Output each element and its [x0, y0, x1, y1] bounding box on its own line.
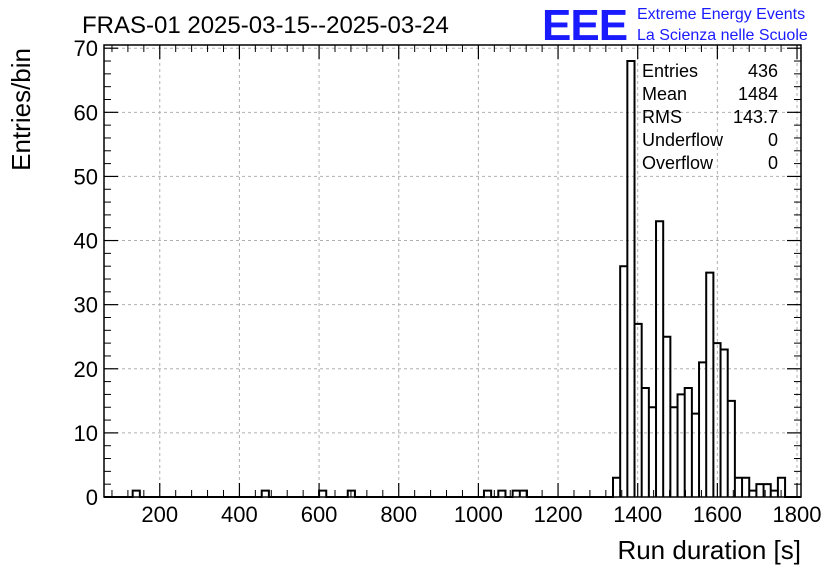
histogram-bar [699, 362, 706, 497]
tick-labels: 200 400 600 800 1000 1200 1400 1600 180001020304… [74, 36, 822, 527]
stats-value: 143.7 [733, 107, 778, 127]
stats-label: Overflow [642, 153, 714, 173]
histogram-bar [706, 273, 713, 497]
histogram-bar [735, 478, 742, 497]
histogram-bar [649, 407, 656, 497]
grid-lines [104, 45, 801, 497]
histogram-bar [678, 394, 685, 497]
y-tick-label: 70 [74, 36, 98, 61]
eee-logo: EEE Extreme Energy Events La Scienza nel… [542, 1, 808, 50]
stats-value: 0 [768, 130, 778, 150]
histogram-bar [656, 221, 663, 497]
chart-title: FRAS-01 2025-03-15--2025-03-24 [82, 12, 449, 39]
x-tick-label: 1400 [613, 502, 662, 527]
eee-logo-mark: EEE [542, 1, 627, 50]
logo-line1: Extreme Energy Events [637, 6, 805, 23]
x-tick-label: 1000 [454, 502, 503, 527]
stats-label: RMS [642, 107, 682, 127]
histogram-outline [104, 61, 801, 497]
stats-value: 1484 [738, 84, 778, 104]
x-axis-label: Run duration [s] [617, 535, 801, 565]
histogram-bar [670, 407, 677, 497]
stats-box: Entries 436 Mean 1484 RMS 143.7 Underflow 0 Over… [642, 61, 778, 173]
histogram-bars [104, 61, 801, 497]
histogram-bar [685, 388, 692, 497]
stats-label: Entries [642, 61, 698, 81]
histogram-bar [692, 414, 699, 497]
histogram-bar [756, 484, 763, 497]
stats-label: Underflow [642, 130, 724, 150]
histogram-bar [613, 478, 620, 497]
y-tick-label: 0 [86, 485, 98, 510]
stats-value: 436 [748, 61, 778, 81]
y-tick-label: 50 [74, 164, 98, 189]
y-tick-label: 10 [74, 421, 98, 446]
y-tick-label: 40 [74, 229, 98, 254]
logo-line2: La Scienza nelle Scuole [637, 27, 808, 44]
y-tick-label: 60 [74, 100, 98, 125]
histogram-bar [728, 401, 735, 497]
y-axis-label: Entries/bin [6, 48, 36, 171]
y-tick-label: 20 [74, 357, 98, 382]
histogram-bar [620, 266, 627, 497]
x-tick-label: 600 [301, 502, 338, 527]
histogram-bar [663, 337, 670, 497]
stats-label: Mean [642, 84, 687, 104]
histogram-bar [742, 478, 749, 497]
y-tick-label: 30 [74, 293, 98, 318]
stats-value: 0 [768, 153, 778, 173]
x-tick-label: 800 [380, 502, 417, 527]
histogram-bar [764, 484, 771, 497]
x-tick-label: 1600 [693, 502, 742, 527]
histogram-bar [721, 350, 728, 497]
histogram-bar [627, 61, 634, 497]
x-tick-label: 1200 [534, 502, 583, 527]
x-tick-label: 1800 [773, 502, 822, 527]
x-tick-label: 400 [221, 502, 258, 527]
histogram-bar [642, 388, 649, 497]
x-tick-label: 200 [141, 502, 178, 527]
